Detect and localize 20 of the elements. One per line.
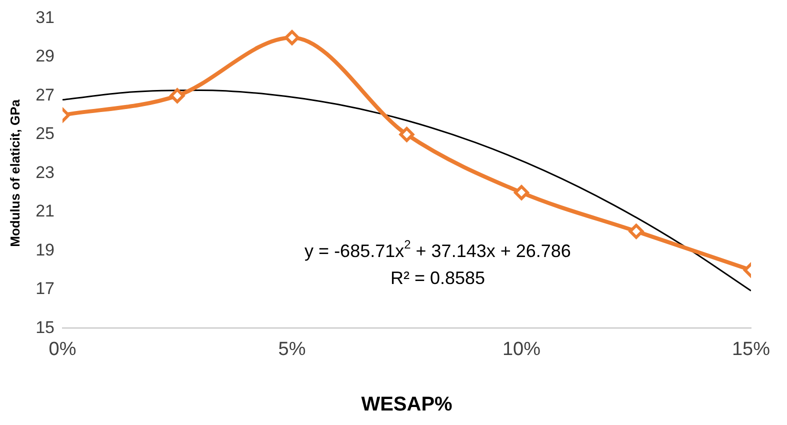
- annotation: R² = 0.8585: [390, 268, 486, 288]
- y-tick-label: 27: [36, 85, 55, 104]
- line-series: [62, 90, 751, 292]
- y-tick-label: 23: [36, 162, 55, 182]
- y-tick-label: 25: [36, 124, 55, 144]
- point: [284, 30, 300, 46]
- x-tick-label: 15%: [732, 338, 770, 360]
- point: [399, 126, 414, 142]
- y-tick-label: 19: [36, 240, 55, 260]
- x-axis-title: WESAP%: [361, 394, 453, 416]
- y-tick-label: 21: [36, 202, 55, 221]
- x-tick-label: 0%: [48, 338, 76, 360]
- y-tick-label: 17: [36, 279, 55, 298]
- y-tick-label: 29: [36, 46, 55, 66]
- point: [514, 185, 530, 200]
- y-tick-label: 15: [36, 318, 55, 337]
- x-tick-label: 10%: [502, 338, 541, 360]
- y-tick-label: 31: [36, 8, 55, 27]
- x-tick-label: 5%: [278, 338, 306, 360]
- y-axis-title: Modulus of elaticit, GPa: [7, 98, 22, 247]
